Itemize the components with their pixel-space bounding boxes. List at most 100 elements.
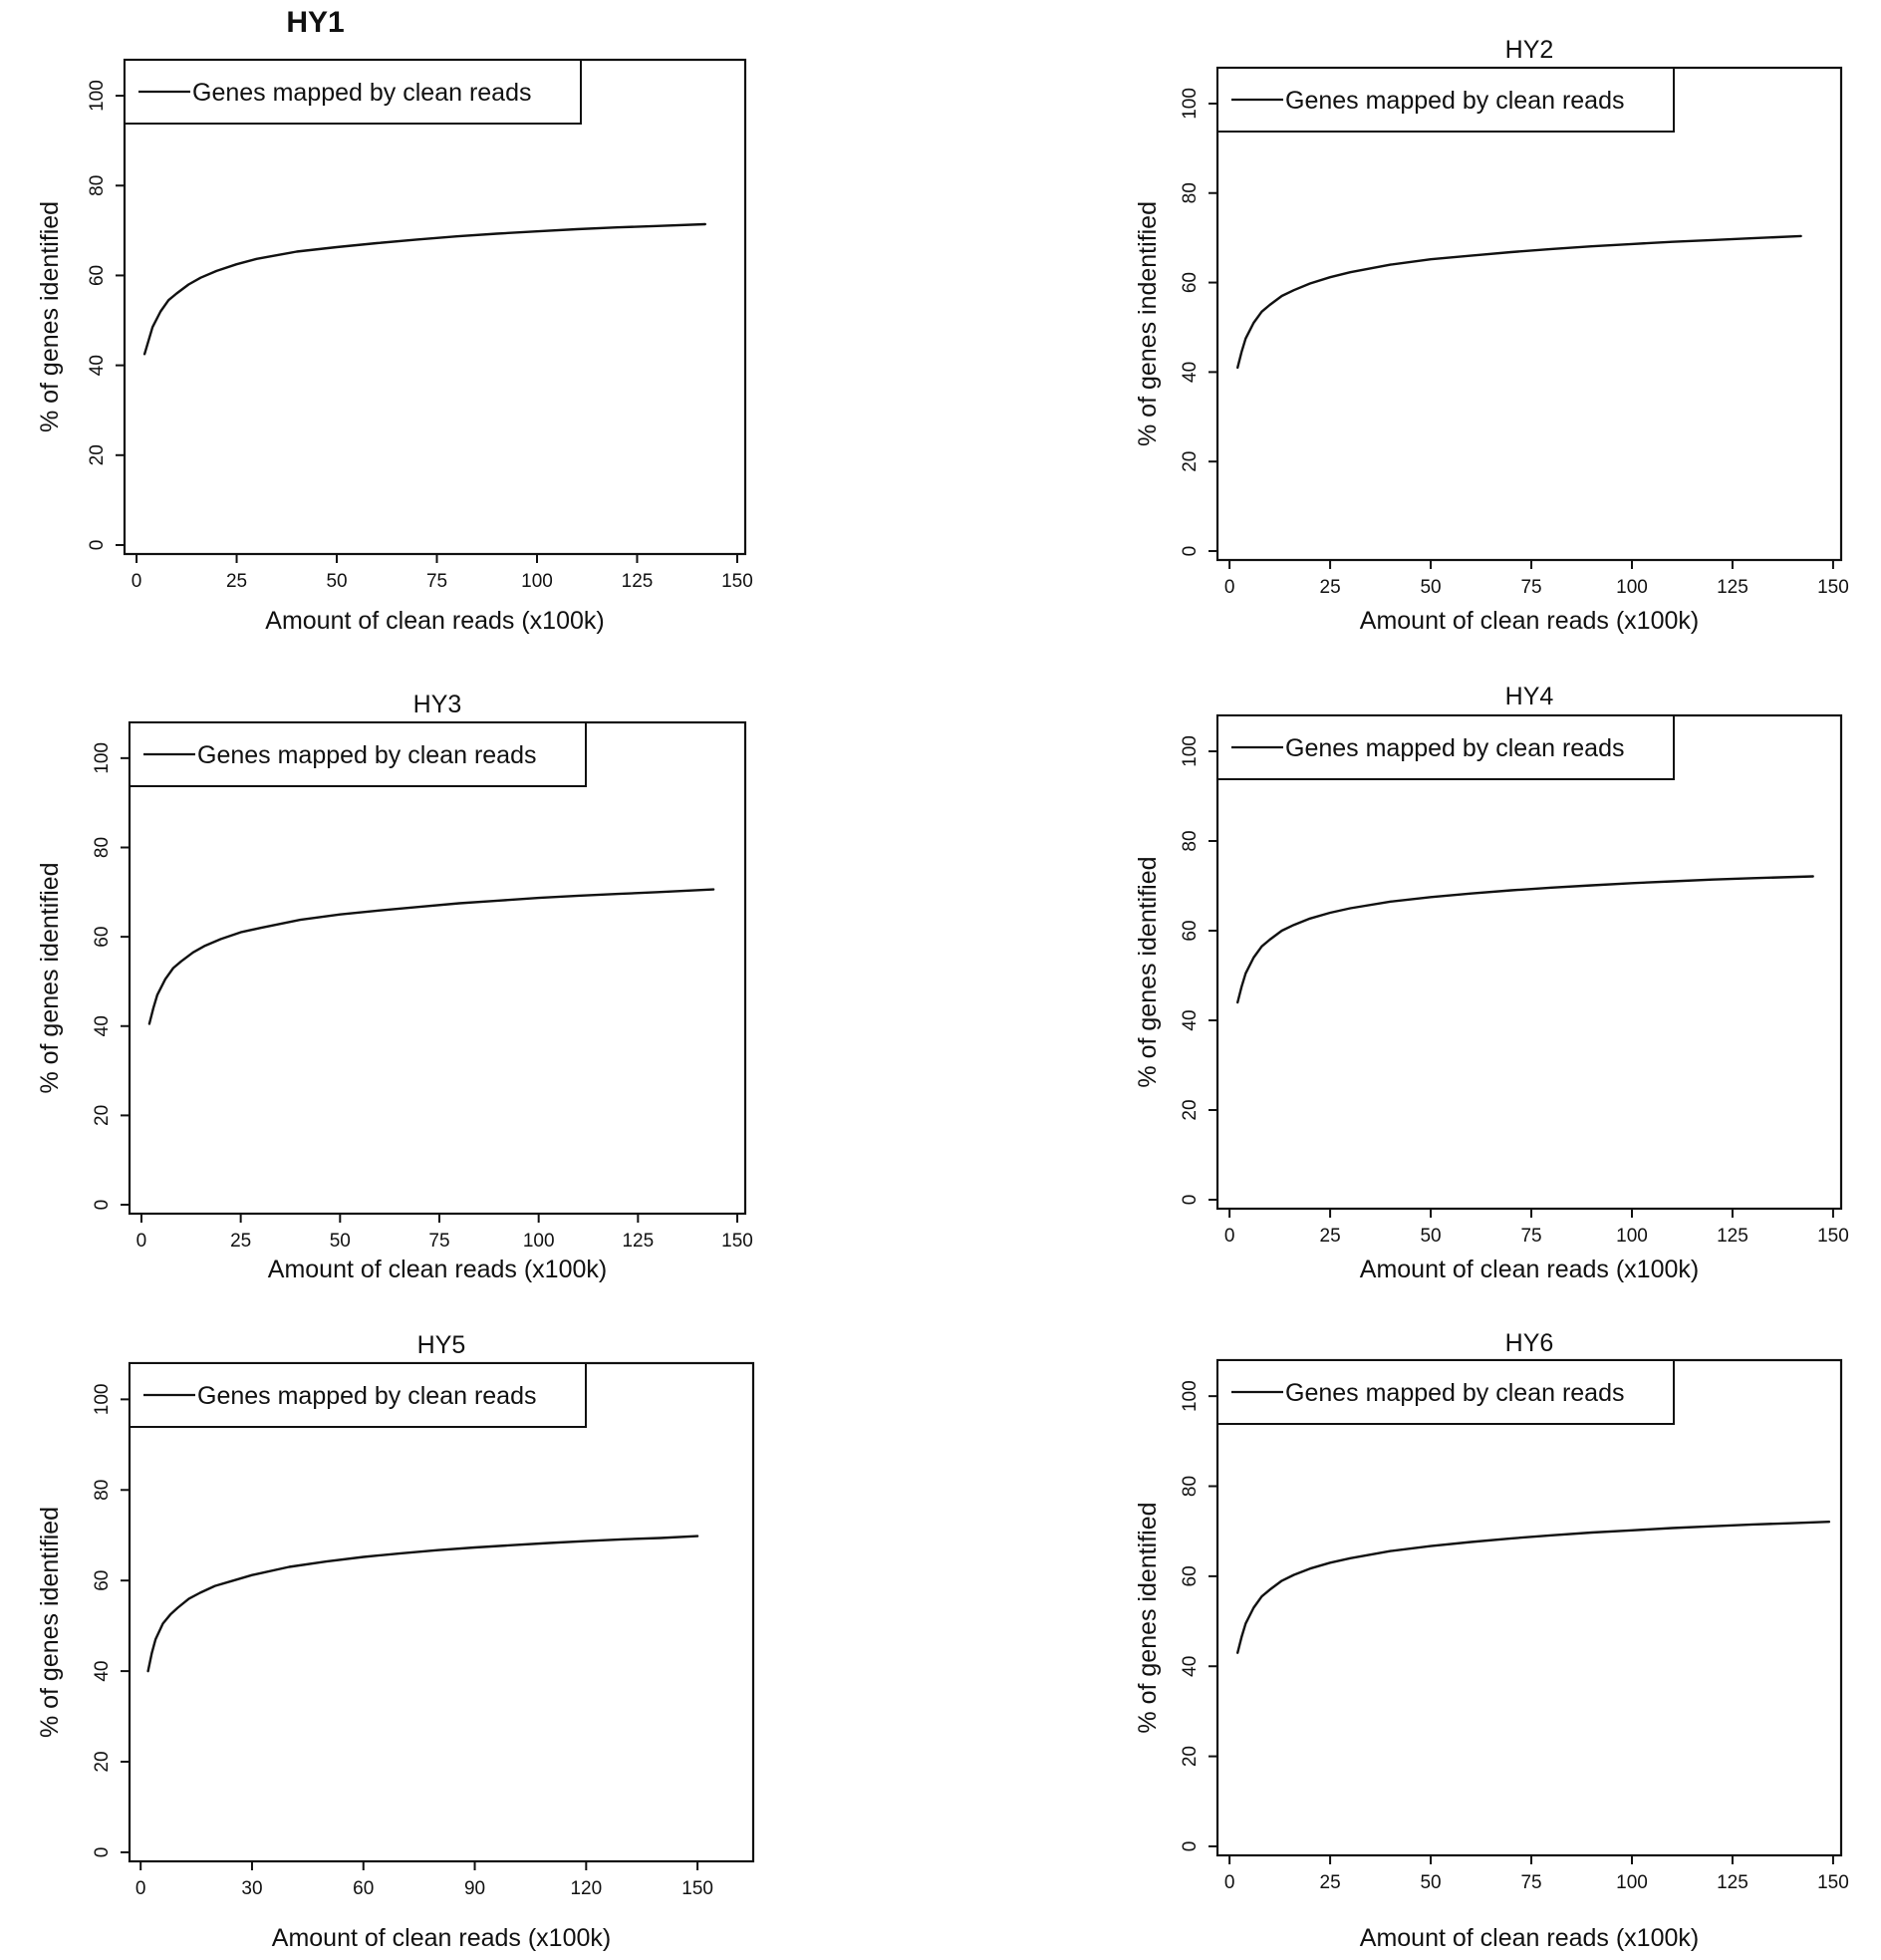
y-tick-label: 80 xyxy=(92,837,113,858)
y-tick-label: 60 xyxy=(92,1570,113,1591)
chart-panel-4: HY4 0 25 50 75 100 125 150 0 20 40 60 80 100 Amount of… xyxy=(1134,683,1849,1283)
chart-title: HY3 xyxy=(413,691,462,718)
chart-panel-1: HY1 0 25 50 75 100 125 150 0 20 40 60 80 100 Amount of… xyxy=(36,6,753,635)
x-tick-label: 50 xyxy=(1420,577,1441,598)
series-line xyxy=(1235,1520,1831,1654)
x-tick-label: 25 xyxy=(1320,1872,1341,1893)
x-tick-label: 0 xyxy=(1224,1872,1235,1893)
chart-panel-6: HY6 0 25 50 75 100 125 150 0 20 40 60 80 100 Amount of… xyxy=(1134,1329,1849,1952)
x-tick-label: 150 xyxy=(1817,577,1849,598)
y-tick-label: 0 xyxy=(92,1200,113,1211)
chart-panel-2: HY2 0 25 50 75 100 125 150 0 20 40 60 80 100 Amount of… xyxy=(1134,36,1849,635)
plot-frame xyxy=(123,58,747,556)
x-tick-label: 0 xyxy=(136,1231,147,1252)
series-line xyxy=(1235,234,1802,370)
y-axis-label: % of genes identified xyxy=(1134,856,1162,1087)
x-tick-label: 0 xyxy=(132,571,142,592)
y-tick-label: 20 xyxy=(1180,1746,1201,1767)
chart-title: HY6 xyxy=(1505,1329,1554,1357)
y-tick-label: 40 xyxy=(1180,362,1201,383)
x-tick-label: 125 xyxy=(622,1231,654,1252)
legend-box xyxy=(129,721,587,787)
legend-box xyxy=(1216,67,1675,133)
x-tick-label: 75 xyxy=(426,571,447,592)
x-tick-label: 150 xyxy=(1817,1872,1849,1893)
legend-box xyxy=(1216,1359,1675,1425)
y-tick-label: 60 xyxy=(87,265,108,286)
x-tick-label: 150 xyxy=(721,1231,753,1252)
y-tick-label: 80 xyxy=(92,1480,113,1501)
y-tick-label: 0 xyxy=(87,540,108,551)
x-tick-label: 25 xyxy=(230,1231,251,1252)
y-tick-label: 60 xyxy=(1180,272,1201,293)
y-tick-label: 100 xyxy=(1180,735,1201,767)
y-tick-label: 20 xyxy=(87,444,108,465)
y-tick-label: 20 xyxy=(1180,1099,1201,1120)
x-tick-label: 75 xyxy=(1520,1872,1541,1893)
y-tick-label: 100 xyxy=(92,742,113,774)
x-tick-label: 90 xyxy=(464,1878,485,1899)
x-tick-label: 150 xyxy=(681,1878,713,1899)
x-tick-label: 0 xyxy=(1224,577,1235,598)
y-tick-label: 20 xyxy=(92,1105,113,1126)
y-tick-label: 0 xyxy=(1180,1841,1201,1852)
legend-box xyxy=(124,59,582,125)
x-tick-label: 100 xyxy=(521,571,553,592)
x-tick-label: 25 xyxy=(1320,1226,1341,1247)
x-tick-label: 100 xyxy=(1616,577,1648,598)
y-tick-label: 0 xyxy=(1180,546,1201,557)
x-tick-label: 75 xyxy=(428,1231,449,1252)
chart-title: HY4 xyxy=(1505,683,1554,710)
y-tick-label: 80 xyxy=(1180,1476,1201,1497)
x-tick-label: 100 xyxy=(523,1231,555,1252)
x-axis-label: Amount of clean reads (x100k) xyxy=(1360,1924,1699,1952)
plot-frame xyxy=(1215,66,1843,562)
x-tick-label: 50 xyxy=(326,571,347,592)
legend-label: Genes mapped by clean reads xyxy=(197,741,537,769)
x-tick-label: 0 xyxy=(135,1878,146,1899)
y-tick-label: 100 xyxy=(92,1384,113,1416)
y-tick-label: 40 xyxy=(1180,1009,1201,1030)
y-tick-label: 20 xyxy=(92,1751,113,1772)
legend-label: Genes mapped by clean reads xyxy=(1285,87,1625,115)
x-tick-label: 50 xyxy=(1420,1872,1441,1893)
x-tick-label: 100 xyxy=(1616,1226,1648,1247)
y-tick-label: 40 xyxy=(87,355,108,376)
chart-title: HY1 xyxy=(286,6,344,39)
x-axis-label: Amount of clean reads (x100k) xyxy=(1360,607,1699,635)
legend-box xyxy=(129,1362,587,1428)
y-tick-label: 80 xyxy=(1180,830,1201,851)
chart-title: HY5 xyxy=(417,1331,466,1359)
y-tick-label: 0 xyxy=(92,1847,113,1858)
y-tick-label: 80 xyxy=(87,175,108,196)
y-tick-label: 60 xyxy=(92,927,113,948)
y-tick-label: 20 xyxy=(1180,451,1201,472)
series-line xyxy=(146,1535,699,1673)
x-tick-label: 125 xyxy=(1717,1872,1748,1893)
y-tick-label: 40 xyxy=(1180,1656,1201,1677)
x-tick-label: 125 xyxy=(1717,1226,1748,1247)
chart-panel-3: HY3 0 25 50 75 100 125 150 0 20 40 60 80 100 Amount of… xyxy=(36,691,753,1283)
legend-box xyxy=(1216,714,1675,780)
y-axis-label: % of genes identified xyxy=(36,1507,64,1738)
y-axis-label: % of genes indentified xyxy=(1134,201,1162,446)
x-axis-label: Amount of clean reads (x100k) xyxy=(1360,1256,1699,1283)
y-tick-label: 100 xyxy=(1180,1380,1201,1412)
y-tick-label: 40 xyxy=(92,1015,113,1036)
y-tick-label: 0 xyxy=(1180,1195,1201,1206)
x-tick-label: 150 xyxy=(1817,1226,1849,1247)
x-tick-label: 150 xyxy=(721,571,753,592)
x-tick-label: 50 xyxy=(330,1231,351,1252)
y-axis-label: % of genes identified xyxy=(36,201,64,432)
x-tick-label: 120 xyxy=(570,1878,602,1899)
x-tick-label: 75 xyxy=(1520,577,1541,598)
y-axis-label: % of genes identified xyxy=(1134,1502,1162,1733)
x-axis-label: Amount of clean reads (x100k) xyxy=(265,607,604,635)
series-line xyxy=(1235,875,1814,1004)
legend-label: Genes mapped by clean reads xyxy=(197,1382,537,1410)
chart-title: HY2 xyxy=(1505,36,1554,64)
legend-label: Genes mapped by clean reads xyxy=(1285,734,1625,762)
y-tick-label: 80 xyxy=(1180,182,1201,203)
x-tick-label: 60 xyxy=(353,1878,374,1899)
